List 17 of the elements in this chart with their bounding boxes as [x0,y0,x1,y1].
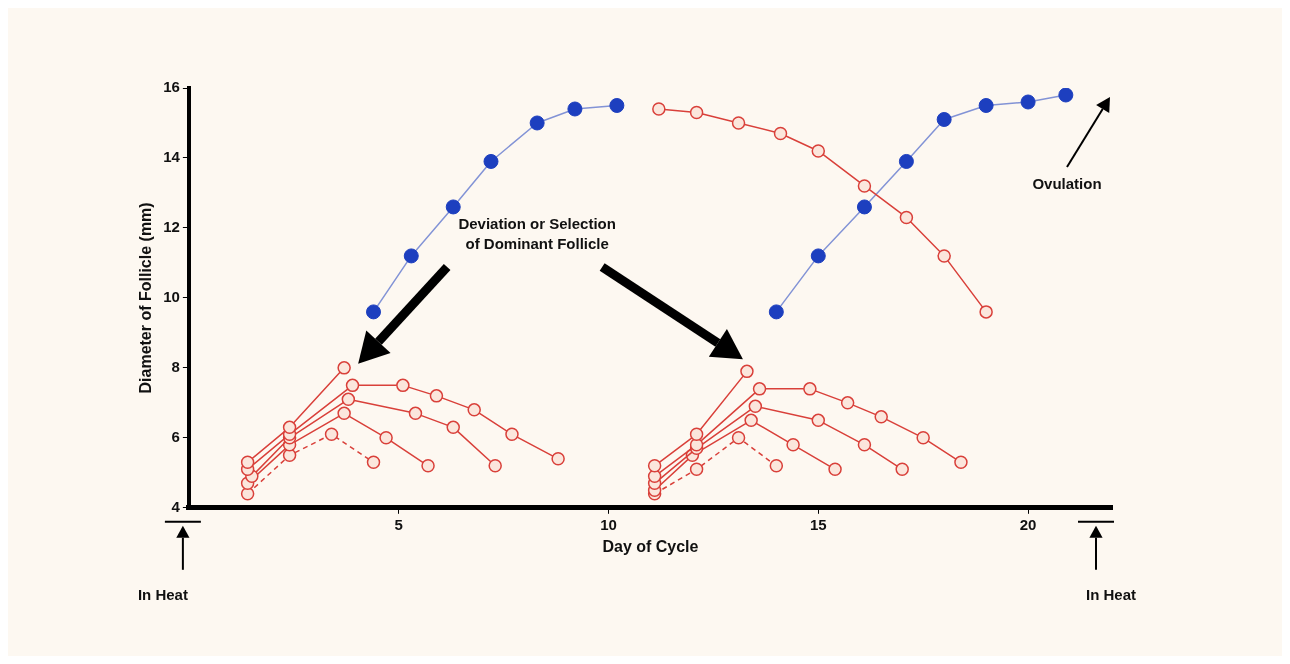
y-tick-label: 14 [163,148,181,166]
text: In Heat [1085,585,1136,603]
y-tick-label: 12 [163,218,180,236]
x-tick-label: 20 [1019,515,1037,533]
y-tick-label: 8 [171,358,180,376]
x-tick-label: 15 [809,515,827,533]
y-tick-label: 10 [163,288,180,306]
annotation: Ovulation [1032,175,1102,193]
x-tick-label: 5 [394,515,403,533]
x-tick-label: 10 [600,515,617,533]
annotation: Deviation or Selection of Dominant Follicle [458,215,616,253]
y-tick-label: 4 [171,497,181,515]
text: In Heat [137,585,188,603]
y-tick-label: 16 [163,78,180,96]
y-axis-title: Diameter of Follicle (mm) [137,202,155,394]
y-tick-label: 6 [171,427,180,445]
x-axis-title: Day of Cycle [602,537,699,555]
